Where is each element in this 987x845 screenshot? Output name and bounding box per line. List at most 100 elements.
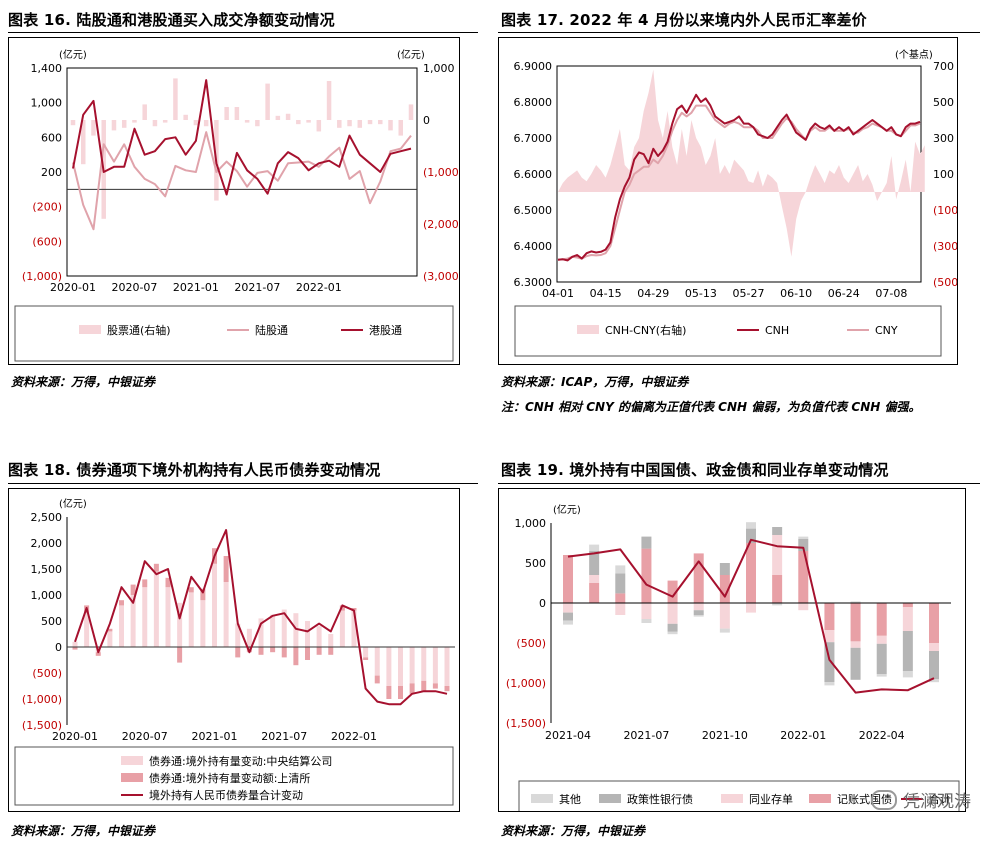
wechat-icon — [871, 789, 897, 810]
watermark: 凭澜观涛 — [871, 787, 971, 812]
chart19-bar-ncd — [798, 603, 809, 611]
chart17-yright-tick-3: 100 — [933, 168, 954, 181]
chart16-panel: 图表 16. 陆股通和港股通买入成交净额变动情况 (亿元) (亿元) 1,400 1,… — [8, 0, 478, 400]
chart18-bar-ccdc — [444, 647, 450, 686]
chart19-bar-other — [693, 615, 704, 617]
chart19-source: 资料来源：万得，中银证券 — [501, 824, 646, 838]
chart18-bar-ccdc — [223, 582, 229, 647]
chart17-yleft-tick-0: 6.9000 — [514, 60, 553, 73]
chart16-bar — [152, 120, 158, 127]
chart17-yright-tick-1: 500 — [933, 96, 954, 109]
chart16-bar — [173, 78, 178, 120]
chart18-bar-shclearing — [316, 647, 322, 655]
chart19-bar-other — [615, 565, 626, 574]
chart18-bar-shclearing — [305, 647, 310, 660]
chart18-bar-shclearing — [188, 587, 194, 593]
chart18-bar-ccdc — [130, 595, 136, 647]
chart18-bar-ccdc — [119, 605, 124, 647]
chart17-legend-1-label: CNH — [765, 324, 789, 337]
chart17-legend-0-swatch — [577, 325, 599, 334]
chart16-x-tick-4: 2022-01 — [296, 281, 342, 294]
chart18-source: 资料来源：万得，中银证券 — [11, 824, 156, 838]
chart16-bar — [388, 120, 393, 131]
chart18-bar-ccdc — [398, 647, 403, 686]
chart17-x-tick-7: 07-08 — [875, 287, 907, 300]
chart18-x-tick-1: 2020-07 — [122, 730, 168, 743]
chart17-x-tick-1: 04-15 — [590, 287, 622, 300]
chart18-bar-shclearing — [72, 647, 78, 650]
chart18-bar-ccdc — [328, 634, 334, 647]
chart19-bar-other — [641, 619, 652, 623]
chart18-bar-ccdc — [270, 614, 276, 647]
chart16-line-ganggutong — [72, 79, 412, 196]
chart18-left-unit: (亿元) — [59, 497, 87, 510]
chart17-x-tick-2: 04-29 — [637, 287, 669, 300]
chart18-bar-shclearing — [177, 647, 183, 663]
chart18-bar-ccdc — [374, 647, 380, 676]
chart18-bar-shclearing — [165, 577, 171, 588]
chart17-plot-frame: (个基点) 6.9000 6.8000 6.7000 6.6000 6.5000 6.400… — [498, 37, 963, 365]
chart19-bar-policy-bank — [641, 536, 652, 549]
chart18-y-tick-8: (1,500) — [22, 719, 62, 732]
chart18-line-total — [74, 529, 448, 706]
chart19-legend-3-swatch — [809, 794, 831, 803]
chart18-title: 图表 18. 债券通项下境外机构持有人民币债券变动情况 — [8, 461, 381, 479]
chart16-source: 资料来源：万得，中银证券 — [11, 375, 156, 389]
chart18-bar-shclearing — [119, 600, 124, 606]
chart17-yleft-tick-6: 6.3000 — [514, 276, 553, 289]
chart18-svg: (亿元)2,500 2,000 1,500 1,000 500 0 (500) (1,000)… — [14, 497, 455, 806]
chart18-bar-shclearing — [270, 647, 276, 653]
chart18-x-tick-2: 2021-01 — [192, 730, 238, 743]
chart19-x-tick-3: 2022-01 — [780, 729, 826, 742]
chart19-bar-other — [850, 601, 861, 603]
chart16-yleft-tick-6: (1,000) — [22, 270, 62, 283]
chart19-bar-other — [876, 674, 887, 677]
chart18-bar-ccdc — [386, 647, 392, 686]
chart18-bar-ccdc — [281, 609, 287, 647]
chart18-bar-ccdc — [235, 623, 241, 647]
chart18-bar-shclearing — [258, 647, 264, 655]
chart17-yright-tick-6: (500) — [933, 276, 957, 289]
chart19-plot-frame: (亿元) 1,000 500 0 (500) (1,000) (1,500) 2021-04 2… — [498, 488, 966, 844]
chart16-bar — [183, 114, 188, 120]
chart18-y-tick-3: 1,000 — [31, 589, 63, 602]
chart16-bar — [326, 81, 332, 120]
chart18-bar-shclearing — [363, 657, 369, 660]
chart19-bar-govt — [902, 603, 913, 607]
chart17-x-tick-3: 05-13 — [685, 287, 717, 300]
chart18-legend — [14, 746, 454, 806]
chart16-plot-area — [66, 67, 418, 277]
chart17-legend-2-label: CNY — [875, 324, 898, 337]
chart16-yleft-tick-2: 600 — [41, 131, 62, 144]
chart16-bar — [132, 120, 137, 123]
chart19-bar-policy-bank — [589, 551, 600, 575]
chart16-bar — [296, 120, 301, 125]
chart19-legend-2-swatch — [721, 794, 743, 803]
chart16-bar — [378, 120, 383, 125]
chart16-x-tick-1: 2020-07 — [111, 281, 157, 294]
chart18-bar-ccdc — [363, 647, 369, 658]
chart19-bar-other — [563, 620, 573, 625]
chart18-bar-ccdc — [293, 613, 299, 647]
chart18-bar-shclearing — [339, 605, 345, 611]
chart19-bar-ncd — [824, 630, 835, 643]
chart19-bar-other — [746, 522, 756, 529]
chart16-legend-0-label: 股票通(右轴) — [107, 323, 171, 337]
chart16-bar — [70, 120, 76, 126]
chart18-panel: 图表 18. 债券通项下境外机构持有人民币债券变动情况 (亿元) 2,500 2,0… — [8, 450, 478, 845]
chart19-bar-ncd — [641, 603, 652, 619]
chart16-bar — [203, 120, 209, 127]
chart17-panel: 图表 17. 2022 年 4 月份以来境内外人民币汇率差价 (个基点) 6.90… — [498, 0, 980, 420]
chart18-bar-shclearing — [374, 675, 380, 684]
chart18-bar-shclearing — [432, 683, 438, 689]
chart17-svg: (个基点) 6.9000 6.8000 6.7000 6.6000 6.5000 6.400… — [514, 48, 963, 357]
chart17-x-tick-4: 05-27 — [733, 287, 765, 300]
chart19-bar-govt — [850, 603, 861, 642]
chart19-x-tick-0: 2021-04 — [545, 729, 591, 742]
chart16-title: 图表 16. 陆股通和港股通买入成交净额变动情况 — [8, 11, 335, 29]
chart17-yright-tick-0: 700 — [933, 60, 954, 73]
chart19-bar-policy-bank — [693, 610, 704, 615]
chart16-yleft-tick-3: 200 — [41, 166, 62, 179]
chart19-bar-other — [824, 682, 835, 686]
chart19-y-tick-0: 1,000 — [515, 517, 547, 530]
